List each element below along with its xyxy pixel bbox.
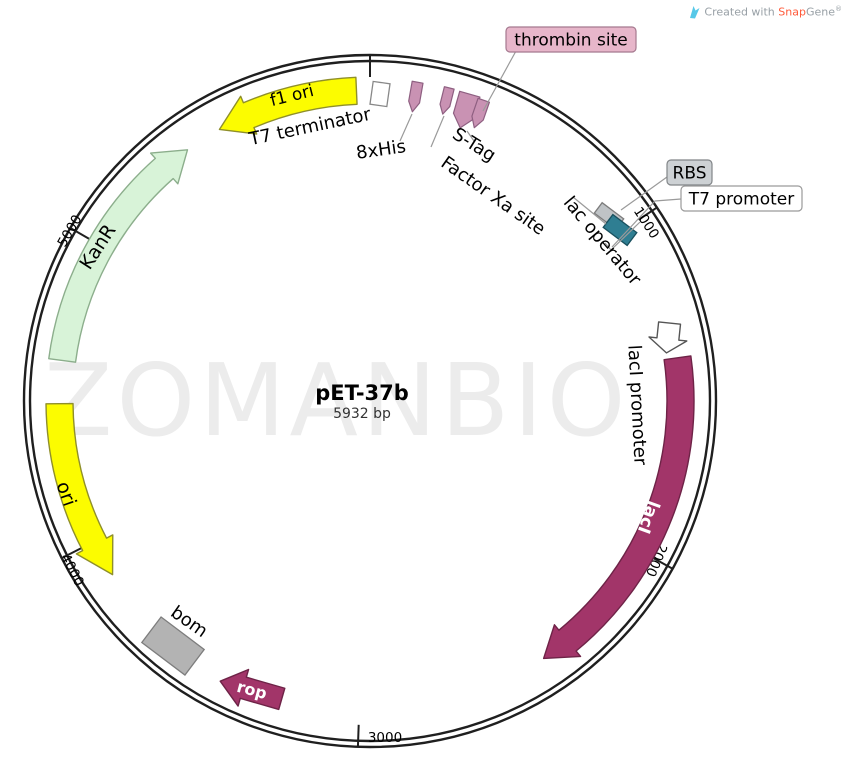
rbs-label[interactable]: RBS	[673, 164, 707, 184]
plasmid-size: 5932 bp	[333, 406, 391, 422]
feature-kanr[interactable]	[48, 149, 189, 363]
tick-5000	[69, 227, 90, 240]
label-laci-promoter[interactable]: lacI promoter	[623, 344, 650, 466]
thrombin-site-label[interactable]: thrombin site	[514, 31, 627, 51]
tick-3000	[356, 724, 360, 747]
plasmid-name: pET-37b	[315, 381, 409, 405]
credit-reg-mark: ®	[835, 5, 842, 14]
leader-8xhis	[399, 113, 413, 142]
snapgene-logo-icon	[690, 6, 700, 19]
tick-5000-label: 5000	[54, 212, 85, 250]
credit-text: Created with SnapGene®	[704, 5, 842, 19]
leader-rbs	[620, 176, 668, 211]
feature-rop-arrow[interactable]	[215, 663, 287, 717]
tick-3000-label: 3000	[368, 730, 402, 746]
leader-thrombin-site	[482, 50, 517, 112]
rbs-label-box[interactable]	[666, 159, 713, 186]
credit-brand-snap: Snap	[778, 5, 806, 19]
feature-t7-promoter-box[interactable]	[602, 213, 638, 247]
tick-4000	[61, 547, 82, 559]
feature-f1-ori[interactable]	[218, 76, 358, 135]
feature-bom-box[interactable]	[140, 616, 206, 676]
feature-8xhis-arrow[interactable]	[407, 80, 424, 113]
leader-t7-promoter	[611, 198, 682, 248]
plasmid-title-block: pET-37b 5932 bp	[262, 381, 462, 422]
bracket-t7-promoter	[604, 221, 641, 251]
leader-s-tag	[466, 130, 475, 142]
snapgene-credit: Created with SnapGene®	[688, 5, 842, 19]
label-8xhis[interactable]: 8xHis	[355, 136, 407, 164]
tick-2000	[652, 557, 674, 570]
feature-factor-xa-arrow[interactable]	[438, 86, 455, 116]
feature-laci-promoter-arrow[interactable]	[648, 321, 689, 355]
watermark: ZOMANBIO	[44, 342, 630, 459]
tick-1000	[638, 206, 658, 221]
thrombin-site-label-box[interactable]	[505, 26, 637, 53]
t7-promoter-label-box[interactable]	[680, 185, 803, 212]
label-factor-xa[interactable]: Factor Xa site	[437, 152, 549, 239]
feature-ori[interactable]	[45, 402, 114, 576]
leader-lac-operator	[572, 196, 607, 225]
credit-brand-gene: Gene	[805, 5, 835, 19]
feature-t7-terminator-box[interactable]	[369, 80, 391, 108]
t7-promoter-label[interactable]: T7 promoter	[688, 190, 795, 210]
leader-factor-xa	[430, 115, 445, 148]
feature-laci[interactable]	[542, 355, 695, 660]
